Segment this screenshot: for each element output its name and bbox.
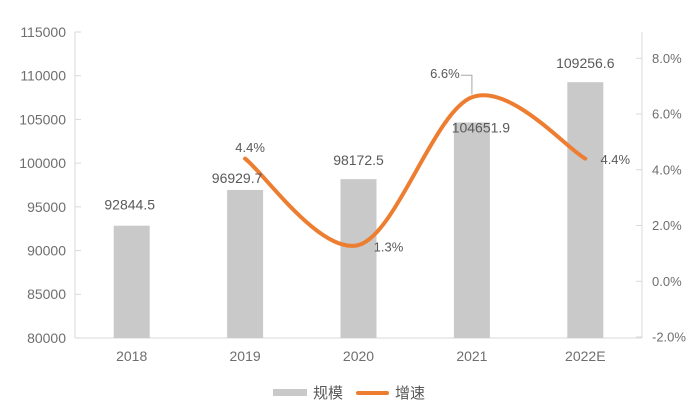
growth-point-label-2019: 4.4% xyxy=(235,140,265,155)
left-axis-tick-label: 80000 xyxy=(27,330,66,346)
left-axis-tick-label: 85000 xyxy=(27,286,66,302)
bar-2020 xyxy=(340,179,377,338)
x-axis-label-2022E: 2022E xyxy=(565,348,605,364)
bar-value-label-2019: 96929.7 xyxy=(212,170,263,186)
bar-2021 xyxy=(453,122,490,339)
x-axis-label-2019: 2019 xyxy=(230,348,261,364)
right-axis-tick-label: 4.0% xyxy=(652,162,682,177)
x-axis-label-2018: 2018 xyxy=(116,348,147,364)
right-axis-tick-label: 6.0% xyxy=(652,107,682,122)
legend-label-scale: 规模 xyxy=(312,385,343,402)
right-axis-tick-label: 2.0% xyxy=(652,218,682,233)
bar-2018 xyxy=(113,225,150,338)
legend-label-growth: 增速 xyxy=(395,385,426,402)
left-axis-tick-label: 110000 xyxy=(20,68,66,84)
legend-item-growth[interactable]: 增速 xyxy=(356,382,425,403)
left-axis-tick-label: 90000 xyxy=(27,242,66,258)
bar-2019 xyxy=(227,189,264,338)
x-axis-label-2020: 2020 xyxy=(343,348,374,364)
growth-point-label-2020: 1.3% xyxy=(374,240,404,255)
left-axis-tick-label: 95000 xyxy=(27,199,66,215)
bar-value-label-2018: 92844.5 xyxy=(104,197,155,213)
label-leader-line xyxy=(460,74,473,95)
x-axis-label-2021: 2021 xyxy=(456,348,487,364)
chart-plot-area: 80000 85000 90000 95000 100000 105000 110000 11… xyxy=(19,24,686,364)
bar-2022E xyxy=(567,82,604,339)
left-axis-tick-label: 105000 xyxy=(19,111,66,127)
bar-series-swatch xyxy=(272,389,307,396)
growth-point-label-2021: 6.6% xyxy=(430,66,460,81)
left-axis-tick-label: 115000 xyxy=(20,24,66,40)
line-series-swatch xyxy=(356,390,389,395)
bar-value-label-2022E: 109256.6 xyxy=(556,55,615,71)
bar-value-label-2020: 98172.5 xyxy=(333,152,384,168)
right-axis-tick-label: 8.0% xyxy=(652,51,682,66)
chart-legend: 规模 增速 xyxy=(0,382,698,403)
growth-point-label-2022E: 4.4% xyxy=(600,152,630,167)
left-axis-tick-label: 100000 xyxy=(19,155,66,171)
growth-line xyxy=(243,93,588,248)
right-axis-tick-label: -2.0% xyxy=(652,330,686,345)
legend-item-scale[interactable]: 规模 xyxy=(272,382,343,403)
right-axis-tick-label: 0.0% xyxy=(652,274,682,289)
bar-value-label-2021: 104651.9 xyxy=(452,119,511,135)
